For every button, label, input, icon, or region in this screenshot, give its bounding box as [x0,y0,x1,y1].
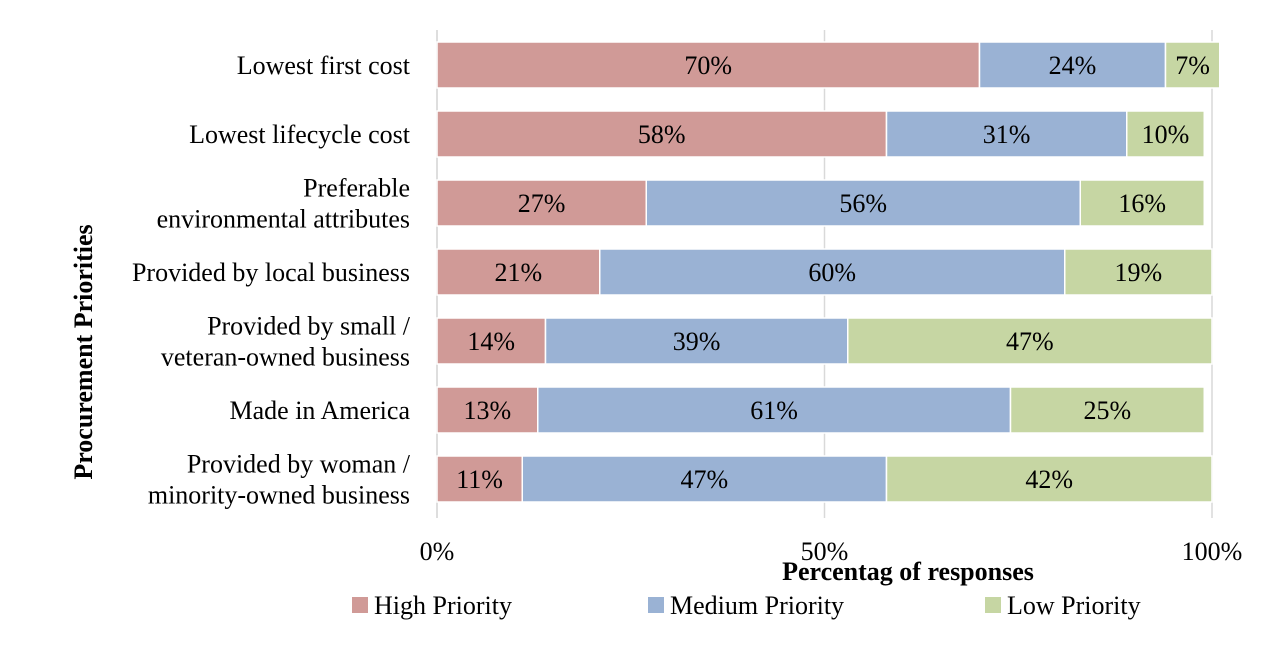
data-label: 31% [983,120,1031,149]
data-label: 25% [1084,396,1132,425]
legend: High Priority Medium Priority Low Priority [352,591,1141,620]
category-label: environmental attributes [157,205,410,234]
bar-segment-low-priority [1064,248,1213,296]
category-label: Made in America [230,396,411,425]
data-label: 24% [1049,51,1097,80]
data-label: 13% [464,396,512,425]
legend-label: Low Priority [1007,591,1141,620]
category-label: minority-owned business [148,481,410,510]
category-label: Preferable [303,174,410,203]
x-tick-label: 50% [801,537,849,566]
x-axis-title: Percentag of responses [782,557,1034,586]
bar-segment-low-priority [1079,179,1205,227]
bar-segment-high-priority [436,41,981,89]
category-label: veteran-owned business [161,343,410,372]
data-label: 11% [456,465,503,494]
bar-segment-low-priority [1009,386,1205,434]
x-tick-label: 0% [420,537,455,566]
bar-segment-medium-priority [599,248,1066,296]
data-label: 14% [467,327,515,356]
data-label: 58% [638,120,686,149]
data-label: 60% [808,258,856,287]
category-label: Provided by small / [207,312,411,341]
category-label: Provided by local business [132,258,410,287]
bar-segment-low-priority [847,317,1213,365]
bar-segment-low-priority [1164,41,1221,89]
data-label: 56% [839,189,887,218]
legend-swatch [352,597,368,613]
data-label: 27% [518,189,566,218]
data-label: 21% [495,258,543,287]
legend-swatch [648,597,664,613]
y-axis-title: Procurement Priorities [69,224,98,479]
data-label: 16% [1118,189,1166,218]
bar-segment-medium-priority [521,455,888,503]
bar-segment-high-priority [436,248,601,296]
bar-segment-low-priority [1126,110,1205,158]
data-label: 19% [1115,258,1163,287]
x-tick-label: 100% [1182,537,1243,566]
legend-label: High Priority [374,591,512,620]
bars: 70% 24% 7% 58% 31% 10% 27% 56% 16% 21% 60% 19% 14% 39… [436,41,1221,503]
legend-swatch [985,597,1001,613]
data-label: 70% [684,51,732,80]
legend-label: Medium Priority [670,591,844,620]
data-label: 42% [1025,465,1073,494]
data-label: 39% [673,327,721,356]
data-label: 7% [1175,51,1210,80]
data-label: 47% [1006,327,1054,356]
bar-segment-medium-priority [978,41,1167,89]
data-label: 61% [750,396,798,425]
bar-segment-medium-priority [544,317,849,365]
category-label: Provided by woman / [187,450,411,479]
data-label: 10% [1142,120,1190,149]
data-label: 47% [681,465,729,494]
bar-segment-high-priority [436,317,547,365]
category-labels: Lowest first cost Lowest lifecycle cost Pr… [132,51,411,510]
bar-segment-low-priority [885,455,1213,503]
category-label: Lowest first cost [237,51,411,80]
x-tick-labels: 0% 50% 100% [420,537,1243,566]
bar-segment-medium-priority [885,110,1128,158]
bar-segment-high-priority [436,455,523,503]
bar-segment-high-priority [436,110,888,158]
category-label: Lowest lifecycle cost [189,120,411,149]
